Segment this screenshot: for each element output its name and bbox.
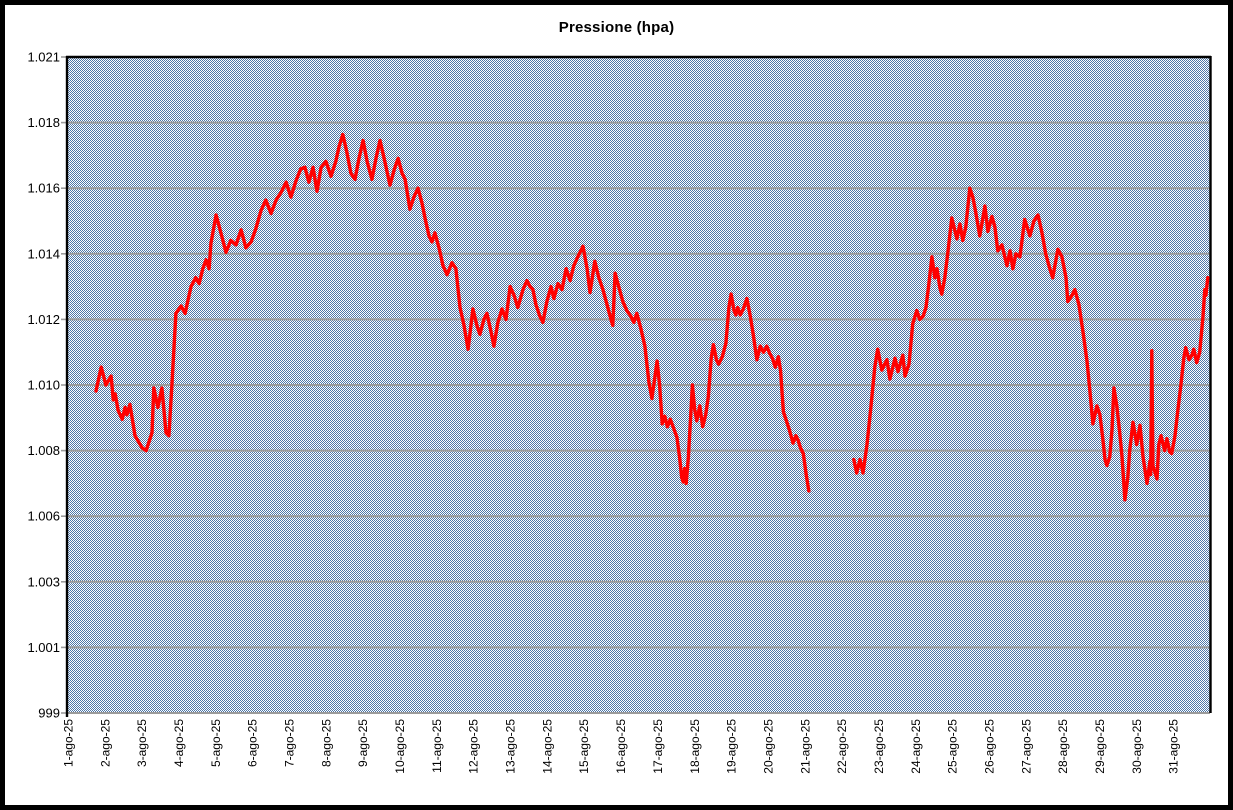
x-tick-label: 7-ago-25 bbox=[283, 719, 297, 767]
x-tick-label: 24-ago-25 bbox=[909, 719, 923, 774]
x-tick-label: 8-ago-25 bbox=[319, 719, 333, 767]
x-tick-label: 5-ago-25 bbox=[209, 719, 223, 767]
x-tick-label: 9-ago-25 bbox=[356, 719, 370, 767]
x-tick-label: 13-ago-25 bbox=[504, 719, 518, 774]
x-tick-label: 10-ago-25 bbox=[393, 719, 407, 774]
y-tick-label: 1.001 bbox=[27, 640, 60, 655]
pressure-series-line bbox=[94, 132, 811, 493]
x-tick-label: 18-ago-25 bbox=[688, 719, 702, 774]
x-tick-label: 6-ago-25 bbox=[246, 719, 260, 767]
x-tick-label: 15-ago-25 bbox=[577, 719, 591, 774]
y-tick-label: 1.014 bbox=[27, 246, 60, 261]
x-tick-label: 11-ago-25 bbox=[430, 719, 444, 773]
x-tick-label: 23-ago-25 bbox=[872, 719, 886, 774]
x-tick-label: 21-ago-25 bbox=[798, 719, 812, 774]
y-tick-label: 999 bbox=[38, 706, 60, 721]
x-tick-label: 30-ago-25 bbox=[1130, 719, 1144, 774]
x-tick-label: 12-ago-25 bbox=[467, 719, 481, 774]
y-tick-label: 1.003 bbox=[27, 574, 60, 589]
x-tick-label: 16-ago-25 bbox=[614, 719, 628, 774]
y-tick-label: 1.016 bbox=[27, 181, 60, 196]
pressure-series-line bbox=[852, 186, 1210, 502]
chart-title: Pressione (hpa) bbox=[558, 19, 675, 36]
y-tick-label: 1.012 bbox=[27, 312, 60, 327]
x-tick-label: 2-ago-25 bbox=[98, 719, 112, 767]
x-tick-label: 31-ago-25 bbox=[1167, 719, 1181, 774]
x-tick-label: 19-ago-25 bbox=[725, 719, 739, 774]
y-tick-label: 1.006 bbox=[27, 509, 60, 524]
x-tick-label: 28-ago-25 bbox=[1056, 719, 1070, 774]
x-tick-label: 4-ago-25 bbox=[172, 719, 186, 767]
y-tick-label: 1.021 bbox=[27, 50, 60, 65]
y-tick-label: 1.008 bbox=[27, 443, 60, 458]
x-tick-label: 26-ago-25 bbox=[982, 719, 996, 774]
x-tick-label: 25-ago-25 bbox=[946, 719, 960, 774]
x-tick-label: 29-ago-25 bbox=[1093, 719, 1107, 774]
x-tick-label: 14-ago-25 bbox=[540, 719, 554, 774]
x-tick-label: 27-ago-25 bbox=[1019, 719, 1033, 774]
x-tick-label: 3-ago-25 bbox=[135, 719, 149, 767]
x-tick-label: 1-ago-25 bbox=[62, 719, 76, 767]
y-tick-label: 1.018 bbox=[27, 115, 60, 130]
x-tick-label: 22-ago-25 bbox=[835, 719, 849, 774]
x-tick-label: 20-ago-25 bbox=[761, 719, 775, 774]
y-tick-label: 1.010 bbox=[27, 378, 60, 393]
x-tick-label: 17-ago-25 bbox=[651, 719, 665, 774]
